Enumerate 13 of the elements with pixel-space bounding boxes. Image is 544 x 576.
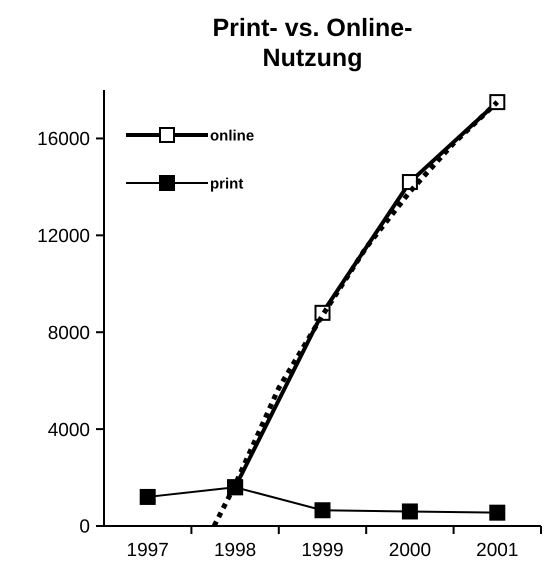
chart-title: Print- vs. Online-Nutzung — [212, 14, 413, 72]
y-tick-label: 16000 — [37, 129, 90, 150]
y-tick-label: 0 — [79, 516, 90, 538]
x-tick-label: 2000 — [388, 540, 432, 561]
y-tick-label: 4000 — [48, 420, 90, 441]
legend-label: print — [210, 175, 244, 192]
x-tick-label: 1999 — [301, 540, 344, 561]
x-tick-label: 1997 — [126, 540, 169, 561]
y-tick-label: 8000 — [48, 322, 90, 344]
y-tick-label: 12000 — [37, 226, 90, 247]
x-tick-label: 1998 — [214, 540, 256, 561]
x-tick-label: 2001 — [476, 540, 518, 561]
legend-label: online — [210, 127, 254, 144]
